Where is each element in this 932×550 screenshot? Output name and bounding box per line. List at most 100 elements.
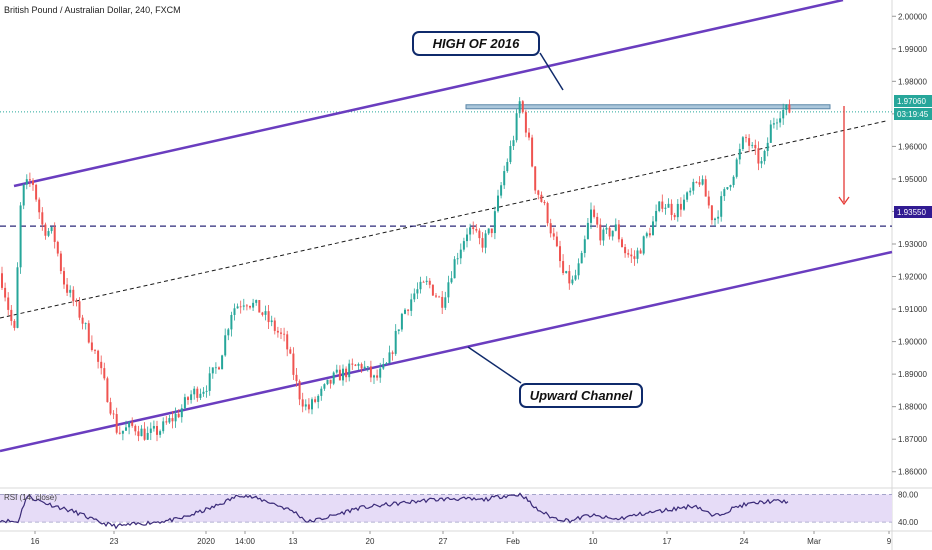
- candle-down[interactable]: [540, 191, 543, 203]
- candle-up[interactable]: [686, 191, 689, 203]
- candle-up[interactable]: [667, 198, 670, 208]
- candle-down[interactable]: [143, 422, 146, 441]
- rsi-title[interactable]: RSI (14, close): [4, 493, 57, 502]
- candle-up[interactable]: [574, 269, 577, 281]
- candle-up[interactable]: [335, 364, 338, 374]
- candle-down[interactable]: [624, 243, 627, 258]
- candle-down[interactable]: [81, 314, 84, 330]
- candle-up[interactable]: [782, 103, 785, 125]
- candle-down[interactable]: [441, 290, 444, 314]
- candle-up[interactable]: [416, 282, 419, 299]
- candle-up[interactable]: [497, 189, 499, 213]
- candle-up[interactable]: [224, 328, 227, 357]
- candle-up[interactable]: [450, 271, 453, 284]
- candle-up[interactable]: [311, 397, 313, 415]
- candle-up[interactable]: [763, 149, 766, 165]
- candle-up[interactable]: [741, 135, 744, 151]
- candle-up[interactable]: [676, 199, 679, 222]
- candle-up[interactable]: [22, 183, 25, 210]
- candle-down[interactable]: [134, 424, 137, 436]
- candle-down[interactable]: [106, 376, 109, 403]
- candle-up[interactable]: [323, 383, 326, 391]
- candle-down[interactable]: [704, 175, 707, 197]
- candle-down[interactable]: [478, 228, 481, 245]
- candle-down[interactable]: [35, 183, 38, 202]
- candle-up[interactable]: [645, 231, 648, 239]
- candle-up[interactable]: [751, 142, 754, 149]
- candle-up[interactable]: [404, 308, 406, 315]
- candle-up[interactable]: [738, 143, 741, 165]
- candle-up[interactable]: [397, 329, 400, 335]
- candle-up[interactable]: [776, 118, 778, 130]
- candle-up[interactable]: [236, 303, 239, 309]
- candle-up[interactable]: [683, 194, 685, 211]
- candle-up[interactable]: [366, 366, 369, 372]
- candle-down[interactable]: [438, 295, 441, 298]
- candle-down[interactable]: [608, 226, 611, 240]
- candle-down[interactable]: [596, 212, 599, 228]
- candle-up[interactable]: [487, 228, 490, 236]
- candle-up[interactable]: [332, 371, 335, 386]
- candle-down[interactable]: [109, 397, 112, 416]
- candle-up[interactable]: [503, 165, 506, 189]
- candle-down[interactable]: [115, 407, 118, 435]
- candle-up[interactable]: [614, 218, 617, 232]
- candle-up[interactable]: [462, 237, 465, 252]
- candle-down[interactable]: [87, 320, 90, 344]
- candle-up[interactable]: [565, 270, 568, 274]
- candle-up[interactable]: [493, 206, 496, 240]
- candle-down[interactable]: [627, 249, 630, 258]
- candle-up[interactable]: [652, 216, 654, 236]
- candle-down[interactable]: [32, 178, 34, 191]
- candle-up[interactable]: [230, 311, 233, 337]
- candle-up[interactable]: [255, 299, 258, 306]
- candle-up[interactable]: [50, 226, 53, 234]
- candle-up[interactable]: [484, 230, 487, 254]
- candle-up[interactable]: [183, 393, 186, 410]
- rsi-line[interactable]: [0, 492, 789, 530]
- candle-up[interactable]: [642, 235, 645, 256]
- candle-up[interactable]: [729, 184, 732, 191]
- candle-up[interactable]: [444, 291, 447, 311]
- candle-up[interactable]: [726, 187, 729, 191]
- candle-down[interactable]: [94, 348, 96, 355]
- candle-down[interactable]: [621, 237, 623, 248]
- candle-down[interactable]: [481, 232, 484, 253]
- candle-down[interactable]: [307, 398, 310, 414]
- candle-up[interactable]: [385, 362, 388, 366]
- candle-up[interactable]: [732, 175, 735, 188]
- candle-down[interactable]: [273, 317, 276, 335]
- candle-up[interactable]: [602, 227, 605, 246]
- candle-up[interactable]: [159, 429, 162, 438]
- candle-up[interactable]: [723, 187, 726, 201]
- candle-down[interactable]: [568, 264, 571, 290]
- candle-up[interactable]: [205, 385, 208, 398]
- candle-down[interactable]: [66, 277, 69, 297]
- candle-up[interactable]: [190, 390, 193, 404]
- candle-up[interactable]: [611, 230, 614, 241]
- down-arrow-head-icon[interactable]: [838, 196, 850, 206]
- candle-down[interactable]: [249, 305, 251, 310]
- candle-down[interactable]: [376, 369, 379, 381]
- candle-down[interactable]: [72, 286, 75, 307]
- candle-down[interactable]: [156, 420, 158, 442]
- candle-down[interactable]: [369, 360, 372, 383]
- candle-down[interactable]: [97, 349, 100, 369]
- candle-up[interactable]: [689, 187, 692, 196]
- candle-down[interactable]: [630, 248, 633, 264]
- candle-up[interactable]: [357, 362, 360, 370]
- candle-up[interactable]: [168, 415, 171, 424]
- candle-down[interactable]: [267, 305, 270, 329]
- candle-up[interactable]: [772, 117, 775, 129]
- candle-up[interactable]: [379, 362, 382, 383]
- candle-up[interactable]: [252, 298, 255, 311]
- candle-down[interactable]: [112, 410, 115, 419]
- candle-up[interactable]: [19, 202, 22, 274]
- candle-up[interactable]: [25, 174, 28, 190]
- symbol-title[interactable]: British Pound / Australian Dollar, 240, …: [4, 5, 181, 15]
- candle-up[interactable]: [125, 420, 127, 431]
- candle-up[interactable]: [466, 228, 468, 248]
- candle-down[interactable]: [648, 227, 651, 238]
- candle-up[interactable]: [425, 276, 428, 286]
- time-axis[interactable]: 16 23 2020 14:00 13 20 27 Feb 10 17 24 Mar 9: [31, 531, 892, 546]
